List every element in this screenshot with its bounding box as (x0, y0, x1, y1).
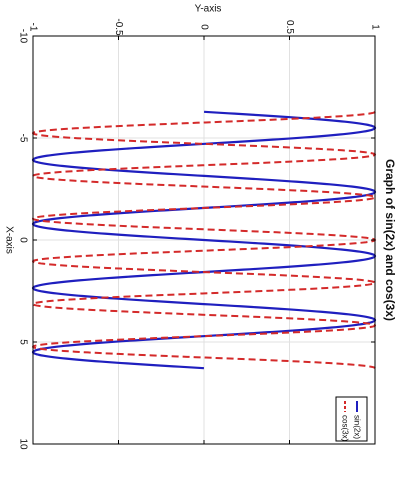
x-tick-label: 5 (18, 339, 29, 345)
y-tick-label: 0.5 (284, 20, 295, 34)
x-tick-label: 0 (18, 237, 29, 243)
y-tick-label: -0.5 (113, 18, 124, 36)
y-tick-label: -1 (28, 23, 39, 32)
legend-label-1: cos(3x) (341, 415, 350, 442)
legend-label-0: sin(2x) (353, 415, 362, 439)
series-line-0 (31, 110, 377, 370)
y-tick-label: 0 (199, 24, 210, 30)
legend-box (335, 396, 368, 442)
y-axis-label: Y-axis (195, 4, 222, 15)
x-tick-label: -10 (18, 29, 29, 44)
y-tick-label: 1 (370, 24, 381, 30)
x-axis-label: X-axis (4, 226, 15, 254)
x-tick-label: 10 (18, 438, 29, 450)
chart-title: Graph of sin(2x) and cos(3x) (383, 159, 397, 321)
x-tick-label: -5 (18, 134, 29, 143)
